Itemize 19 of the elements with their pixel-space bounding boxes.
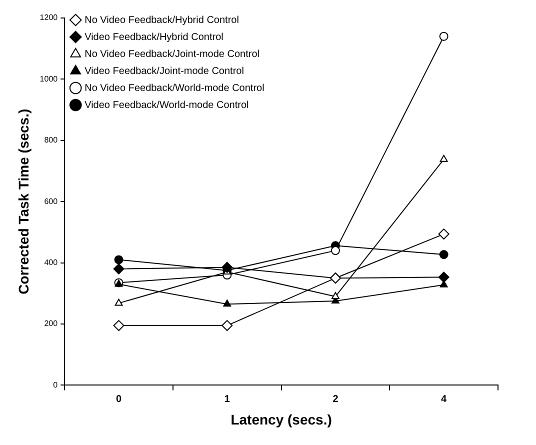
x-tick-label: 2: [332, 394, 339, 405]
x-axis-title: Latency (secs.): [230, 411, 332, 428]
x-tick-label: 0: [116, 394, 122, 405]
legend-label: No Video Feedback/World-mode Control: [84, 82, 264, 94]
legend-label: Video Feedback/Joint-mode Control: [84, 66, 244, 77]
y-tick-label: 800: [44, 136, 58, 145]
y-tick-label: 1000: [40, 74, 58, 84]
legend-label: Video Feedback/Hybrid Control: [84, 32, 224, 43]
x-tick-label: 1: [224, 394, 230, 405]
y-tick-label: 200: [44, 319, 58, 328]
x-tick-label: 4: [441, 394, 448, 405]
y-tick-label: 0: [53, 380, 58, 390]
y-tick-label: 400: [44, 258, 58, 268]
legend-label: Video Feedback/World-mode Control: [84, 100, 249, 111]
y-tick-label: 1200: [40, 13, 58, 22]
legend-label: No Video Feedback/Joint-mode Control: [84, 48, 260, 60]
y-axis-title: Corrected Task Time (secs.): [15, 108, 32, 294]
legend-label: No Video Feedback/Hybrid Control: [84, 14, 239, 26]
y-tick-label: 600: [44, 196, 58, 206]
